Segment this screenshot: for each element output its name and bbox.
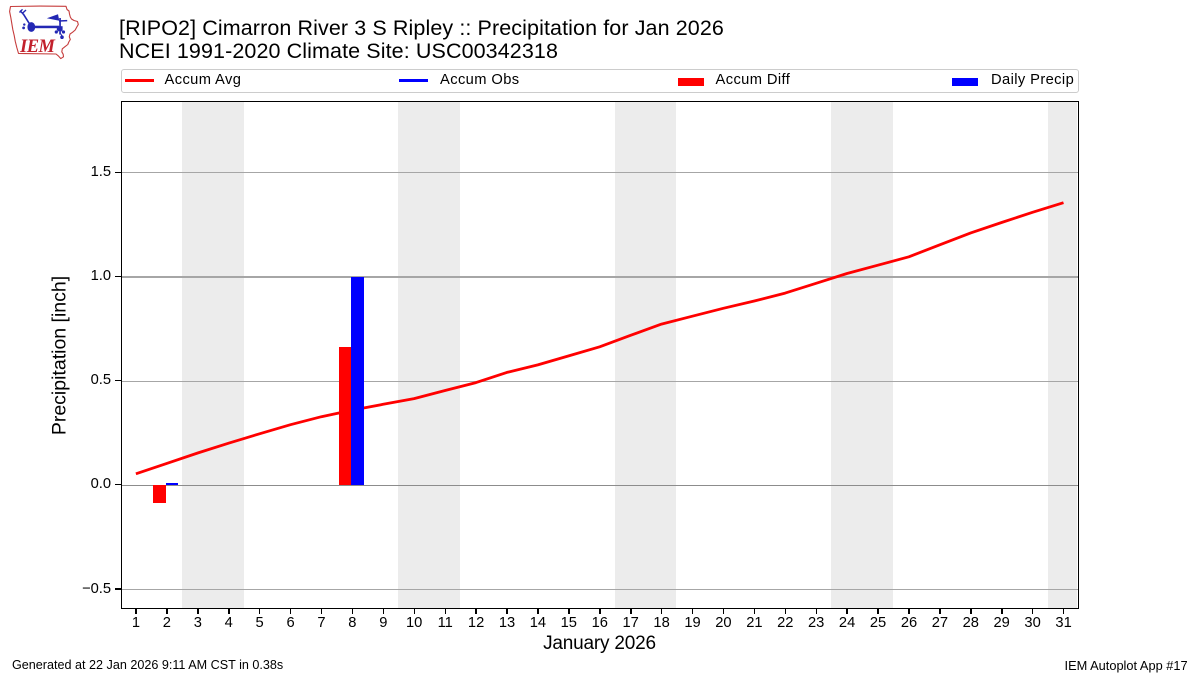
- svg-text:IEM: IEM: [19, 37, 56, 57]
